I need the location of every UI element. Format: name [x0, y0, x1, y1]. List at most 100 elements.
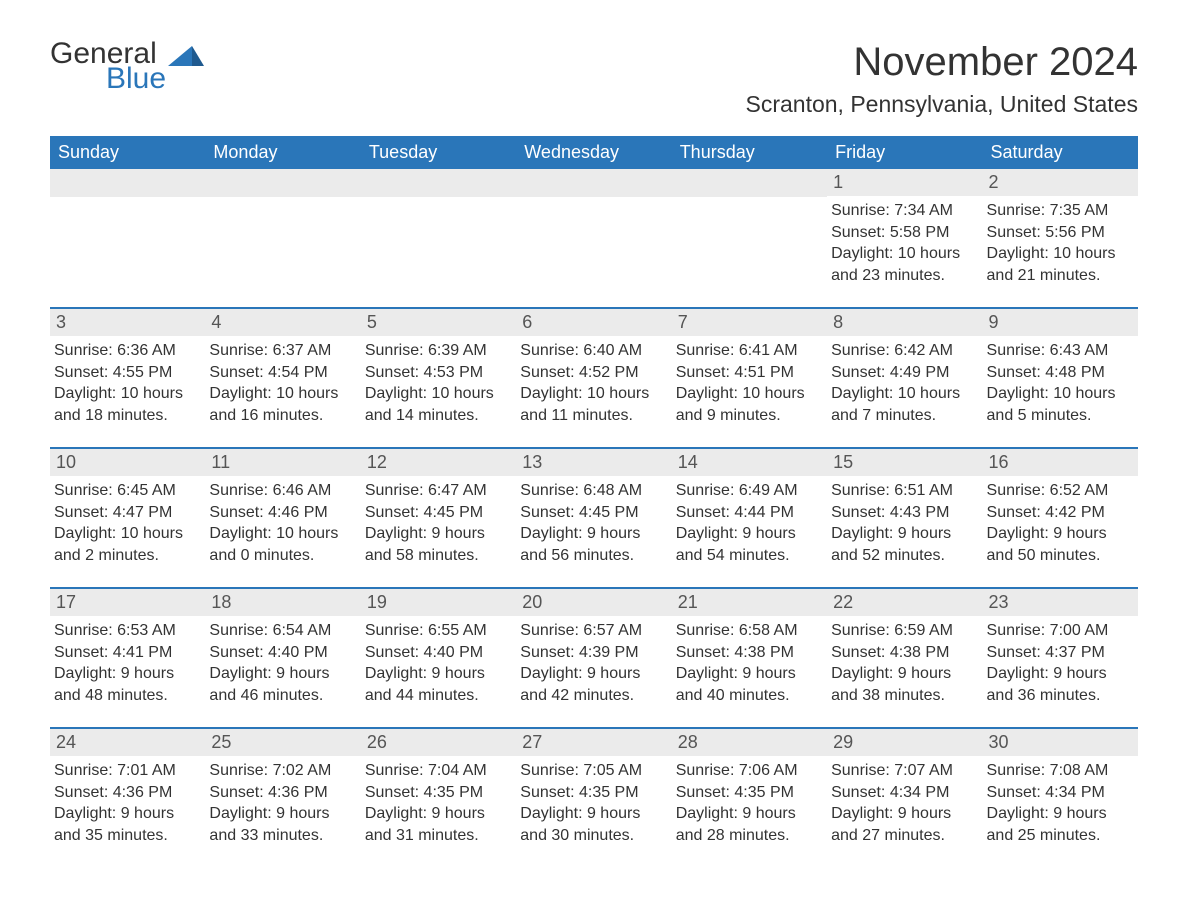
day-info-line: Daylight: 10 hours [209, 523, 356, 545]
day-cell: 29Sunrise: 7:07 AMSunset: 4:34 PMDayligh… [827, 729, 982, 849]
day-number: 2 [983, 169, 1138, 196]
day-content: Sunrise: 7:08 AMSunset: 4:34 PMDaylight:… [983, 756, 1138, 846]
day-number: 16 [983, 449, 1138, 476]
day-info-line: Sunset: 4:54 PM [209, 362, 356, 384]
day-info-line: Sunset: 4:52 PM [520, 362, 667, 384]
day-content: Sunrise: 6:58 AMSunset: 4:38 PMDaylight:… [672, 616, 827, 706]
day-cell: 4Sunrise: 6:37 AMSunset: 4:54 PMDaylight… [205, 309, 360, 429]
logo-blue-text: Blue [106, 65, 166, 94]
day-info-line: Sunset: 4:38 PM [831, 642, 978, 664]
day-info-line: Sunrise: 7:07 AM [831, 760, 978, 782]
day-number: 30 [983, 729, 1138, 756]
day-info-line: and 27 minutes. [831, 825, 978, 847]
day-info-line: and 38 minutes. [831, 685, 978, 707]
day-info-line: and 21 minutes. [987, 265, 1134, 287]
day-cell: 15Sunrise: 6:51 AMSunset: 4:43 PMDayligh… [827, 449, 982, 569]
day-cell [361, 169, 516, 289]
day-empty-header [50, 169, 205, 197]
calendar-week: 1Sunrise: 7:34 AMSunset: 5:58 PMDaylight… [50, 169, 1138, 289]
day-cell: 22Sunrise: 6:59 AMSunset: 4:38 PMDayligh… [827, 589, 982, 709]
day-info-line: and 33 minutes. [209, 825, 356, 847]
day-number: 27 [516, 729, 671, 756]
day-info-line: Daylight: 9 hours [209, 803, 356, 825]
day-number: 1 [827, 169, 982, 196]
day-cell: 30Sunrise: 7:08 AMSunset: 4:34 PMDayligh… [983, 729, 1138, 849]
day-number: 28 [672, 729, 827, 756]
day-content: Sunrise: 6:37 AMSunset: 4:54 PMDaylight:… [205, 336, 360, 426]
day-info-line: and 5 minutes. [987, 405, 1134, 427]
day-info-line: Sunset: 4:40 PM [365, 642, 512, 664]
day-info-line: Sunrise: 7:34 AM [831, 200, 978, 222]
day-cell: 17Sunrise: 6:53 AMSunset: 4:41 PMDayligh… [50, 589, 205, 709]
day-number: 29 [827, 729, 982, 756]
day-info-line: Sunrise: 6:52 AM [987, 480, 1134, 502]
day-info-line: Sunrise: 6:48 AM [520, 480, 667, 502]
day-number: 13 [516, 449, 671, 476]
day-info-line: Sunset: 4:45 PM [520, 502, 667, 524]
day-info-line: and 52 minutes. [831, 545, 978, 567]
day-info-line: Sunrise: 6:46 AM [209, 480, 356, 502]
day-info-line: Daylight: 10 hours [676, 383, 823, 405]
day-info-line: Sunrise: 6:51 AM [831, 480, 978, 502]
day-info-line: Daylight: 10 hours [54, 523, 201, 545]
day-info-line: Sunrise: 7:04 AM [365, 760, 512, 782]
day-content: Sunrise: 7:07 AMSunset: 4:34 PMDaylight:… [827, 756, 982, 846]
day-cell: 28Sunrise: 7:06 AMSunset: 4:35 PMDayligh… [672, 729, 827, 849]
day-info-line: and 9 minutes. [676, 405, 823, 427]
day-content: Sunrise: 6:36 AMSunset: 4:55 PMDaylight:… [50, 336, 205, 426]
day-info-line: Daylight: 9 hours [365, 523, 512, 545]
day-info-line: Sunset: 4:35 PM [676, 782, 823, 804]
day-info-line: Daylight: 9 hours [365, 803, 512, 825]
calendar: Sunday Monday Tuesday Wednesday Thursday… [50, 136, 1138, 849]
day-info-line: Sunset: 4:46 PM [209, 502, 356, 524]
day-info-line: and 30 minutes. [520, 825, 667, 847]
logo-sail-icon [168, 46, 204, 68]
day-info-line: Daylight: 10 hours [987, 243, 1134, 265]
day-content: Sunrise: 6:43 AMSunset: 4:48 PMDaylight:… [983, 336, 1138, 426]
day-number: 6 [516, 309, 671, 336]
day-content: Sunrise: 6:41 AMSunset: 4:51 PMDaylight:… [672, 336, 827, 426]
day-info-line: and 36 minutes. [987, 685, 1134, 707]
day-content: Sunrise: 6:52 AMSunset: 4:42 PMDaylight:… [983, 476, 1138, 566]
day-info-line: and 14 minutes. [365, 405, 512, 427]
day-info-line: and 58 minutes. [365, 545, 512, 567]
day-cell: 13Sunrise: 6:48 AMSunset: 4:45 PMDayligh… [516, 449, 671, 569]
day-info-line: Sunset: 4:36 PM [209, 782, 356, 804]
day-info-line: and 35 minutes. [54, 825, 201, 847]
day-number: 10 [50, 449, 205, 476]
day-number: 24 [50, 729, 205, 756]
day-content: Sunrise: 6:45 AMSunset: 4:47 PMDaylight:… [50, 476, 205, 566]
day-cell: 1Sunrise: 7:34 AMSunset: 5:58 PMDaylight… [827, 169, 982, 289]
day-content: Sunrise: 6:55 AMSunset: 4:40 PMDaylight:… [361, 616, 516, 706]
logo: General Blue [50, 40, 204, 93]
day-info-line: and 40 minutes. [676, 685, 823, 707]
header: General Blue November 2024 Scranton, Pen… [50, 40, 1138, 128]
day-info-line: and 11 minutes. [520, 405, 667, 427]
day-info-line: Sunrise: 6:54 AM [209, 620, 356, 642]
day-info-line: Daylight: 10 hours [54, 383, 201, 405]
day-content: Sunrise: 6:40 AMSunset: 4:52 PMDaylight:… [516, 336, 671, 426]
day-info-line: and 44 minutes. [365, 685, 512, 707]
day-cell: 21Sunrise: 6:58 AMSunset: 4:38 PMDayligh… [672, 589, 827, 709]
day-cell: 16Sunrise: 6:52 AMSunset: 4:42 PMDayligh… [983, 449, 1138, 569]
day-info-line: Daylight: 9 hours [987, 523, 1134, 545]
day-cell: 26Sunrise: 7:04 AMSunset: 4:35 PMDayligh… [361, 729, 516, 849]
day-info-line: Sunrise: 6:43 AM [987, 340, 1134, 362]
weekday-header-row: Sunday Monday Tuesday Wednesday Thursday… [50, 136, 1138, 169]
day-info-line: and 2 minutes. [54, 545, 201, 567]
weekday-header: Saturday [983, 136, 1138, 169]
day-cell: 7Sunrise: 6:41 AMSunset: 4:51 PMDaylight… [672, 309, 827, 429]
month-title: November 2024 [745, 40, 1138, 85]
day-info-line: Sunset: 4:36 PM [54, 782, 201, 804]
day-info-line: Sunrise: 6:37 AM [209, 340, 356, 362]
day-number: 4 [205, 309, 360, 336]
day-info-line: Sunrise: 7:02 AM [209, 760, 356, 782]
day-cell: 9Sunrise: 6:43 AMSunset: 4:48 PMDaylight… [983, 309, 1138, 429]
day-info-line: Sunrise: 7:08 AM [987, 760, 1134, 782]
day-empty-header [516, 169, 671, 197]
day-info-line: Daylight: 10 hours [365, 383, 512, 405]
day-info-line: Daylight: 9 hours [676, 523, 823, 545]
day-info-line: Sunset: 4:47 PM [54, 502, 201, 524]
day-cell: 2Sunrise: 7:35 AMSunset: 5:56 PMDaylight… [983, 169, 1138, 289]
day-content: Sunrise: 7:01 AMSunset: 4:36 PMDaylight:… [50, 756, 205, 846]
